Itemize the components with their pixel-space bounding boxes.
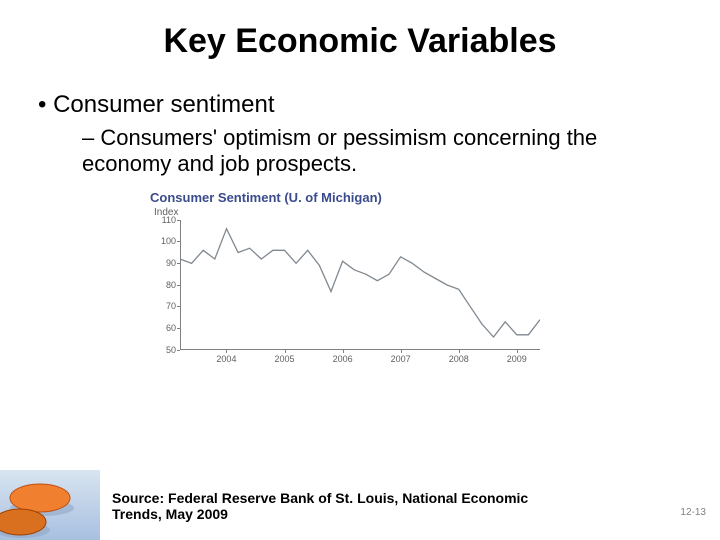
y-tick-label: 70	[166, 301, 176, 311]
chart-subtitle: Index	[154, 207, 570, 218]
y-tick-label: 100	[161, 236, 176, 246]
y-tick	[177, 328, 180, 329]
y-tick-label: 80	[166, 280, 176, 290]
x-tick-label: 2005	[275, 354, 295, 364]
x-tick-label: 2006	[333, 354, 353, 364]
slide-number: 12-13	[680, 507, 706, 518]
y-tick	[177, 263, 180, 264]
y-tick-label: 50	[166, 345, 176, 355]
bullet-level-2: – Consumers' optimism or pessimism conce…	[82, 125, 680, 178]
source-citation: Source: Federal Reserve Bank of St. Loui…	[112, 490, 532, 522]
y-tick	[177, 306, 180, 307]
x-tick	[226, 350, 227, 353]
chart-container: Consumer Sentiment (U. of Michigan) Inde…	[150, 190, 570, 370]
x-tick	[459, 350, 460, 353]
slide-title: Key Economic Variables	[0, 0, 720, 61]
bullet-level-1: • Consumer sentiment	[38, 91, 720, 119]
y-tick-label: 110	[162, 215, 176, 225]
y-tick	[177, 285, 180, 286]
x-tick-label: 2004	[216, 354, 236, 364]
x-tick	[285, 350, 286, 353]
chart-title: Consumer Sentiment (U. of Michigan)	[150, 190, 570, 205]
pebbles-decoration	[0, 470, 100, 540]
x-tick	[401, 350, 402, 353]
y-tick-label: 90	[166, 258, 176, 268]
x-tick-label: 2007	[391, 354, 411, 364]
y-tick	[177, 220, 180, 221]
y-tick	[177, 241, 180, 242]
y-tick	[177, 350, 180, 351]
x-tick-label: 2009	[507, 354, 527, 364]
x-tick	[343, 350, 344, 353]
x-tick	[517, 350, 518, 353]
chart-line	[180, 220, 540, 350]
y-tick-label: 60	[166, 323, 176, 333]
chart-plot-area: 5060708090100110200420052006200720082009	[150, 220, 550, 370]
bullet-1-text: Consumer sentiment	[53, 91, 274, 118]
bullet-2-text: Consumers' optimism or pessimism concern…	[82, 125, 597, 176]
x-tick-label: 2008	[449, 354, 469, 364]
